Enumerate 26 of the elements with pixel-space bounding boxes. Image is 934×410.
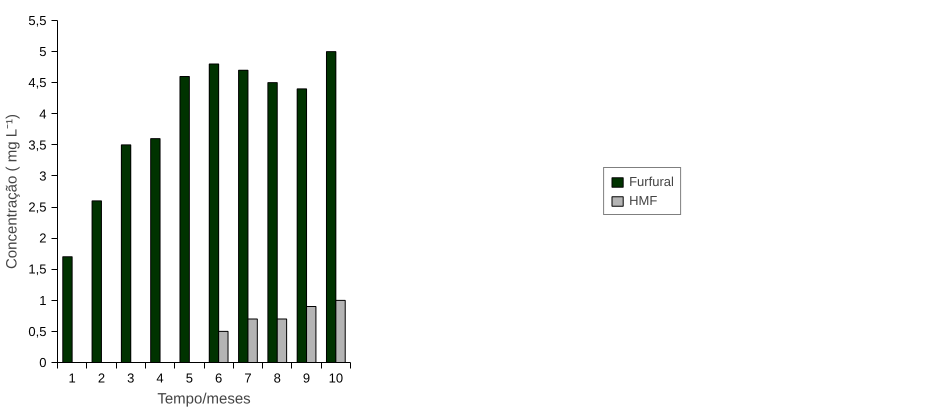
legend-label: HMF [629, 193, 658, 208]
y-tick-label: 3 [39, 168, 47, 184]
x-tick-label: 1 [68, 370, 76, 386]
y-tick-label: 5 [39, 44, 47, 60]
y-tick-label: 5,5 [28, 13, 47, 28]
x-tick-label: 10 [328, 370, 344, 386]
y-tick-label: 2,5 [28, 200, 47, 215]
y-tick-label: 4 [39, 106, 47, 122]
y-tick-label: 0 [39, 355, 47, 370]
y-axis-title: Concentração ( mg L⁻¹) [3, 114, 20, 270]
x-tick-label: 9 [302, 370, 310, 386]
legend-label: Furfural [629, 174, 674, 189]
x-tick-label: 8 [274, 370, 281, 386]
y-tick-label: 1 [39, 292, 47, 308]
y-tick-label: 1,5 [28, 262, 47, 277]
x-tick-label: 7 [244, 370, 252, 386]
y-tick-label: 4,5 [28, 75, 47, 90]
x-tick-label: 4 [156, 370, 164, 386]
y-tick-label: 0,5 [28, 324, 47, 339]
x-axis-title: Tempo/meses [157, 390, 251, 408]
x-tick-label: 2 [98, 370, 106, 386]
x-tick-label: 3 [127, 370, 134, 386]
x-tick-label: 6 [215, 370, 222, 386]
x-tick-label: 5 [186, 370, 193, 386]
y-tick-label: 2 [39, 230, 47, 246]
y-tick-label: 3,5 [28, 137, 47, 152]
